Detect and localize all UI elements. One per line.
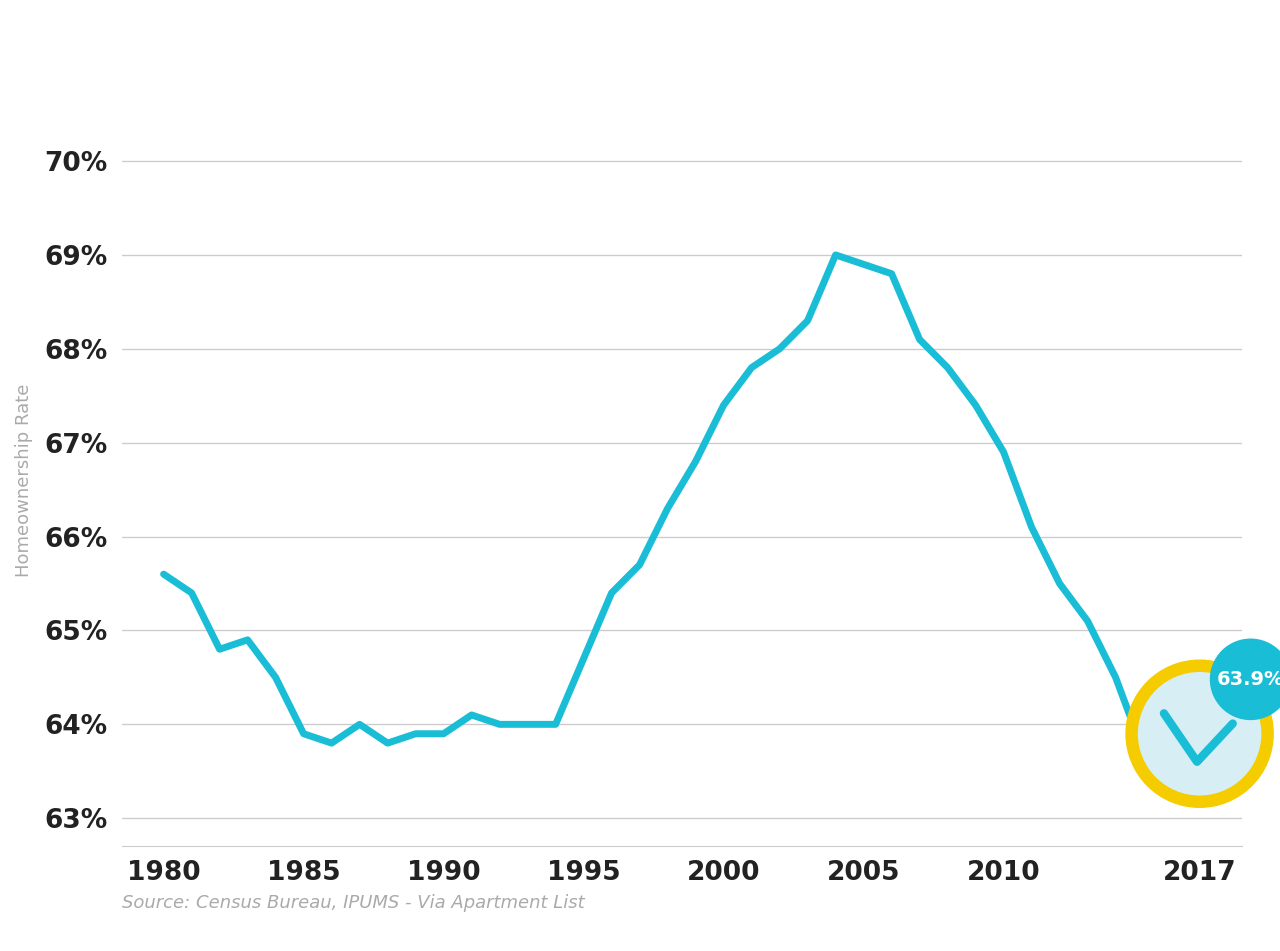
Text: 63.9%: 63.9% (1217, 670, 1280, 689)
Text: Source: Census Bureau, IPUMS - Via Apartment List: Source: Census Bureau, IPUMS - Via Apart… (122, 894, 584, 912)
Text: Homeownership Predicted to Increase Through 2019: Homeownership Predicted to Increase Thro… (63, 27, 1217, 64)
Y-axis label: Homeownership Rate: Homeownership Rate (15, 383, 33, 577)
